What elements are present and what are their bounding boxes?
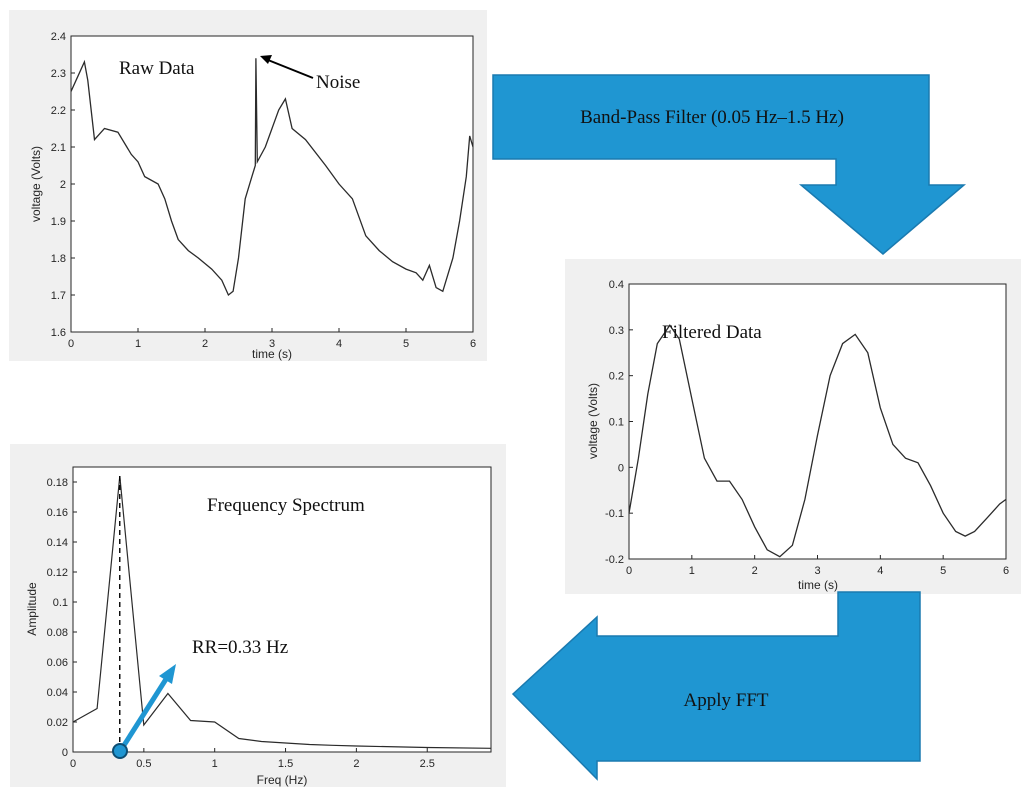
spectrum-xtick-label: 1.5 bbox=[278, 758, 293, 770]
raw-ytick-label: 1.7 bbox=[51, 290, 66, 302]
raw-xtick-label: 0 bbox=[68, 338, 74, 350]
bandpass-arrow bbox=[492, 74, 967, 255]
raw-xtick-label: 1 bbox=[135, 338, 141, 350]
filtered-ytick-label: 0.2 bbox=[609, 371, 624, 383]
filtered-data-panel: 0 1 2 3 4 5 6 -0.2 -0.1 0 0.1 0.2 0.3 0.4 Filtered Da… bbox=[565, 259, 1021, 594]
raw-data-series bbox=[70, 58, 474, 297]
noise-arrow-line bbox=[267, 59, 314, 79]
filtered-ytick-label: -0.2 bbox=[605, 554, 624, 566]
spectrum-ytick-label: 0.14 bbox=[47, 537, 68, 549]
spectrum-plot-area bbox=[72, 466, 492, 753]
fft-arrow bbox=[511, 591, 921, 781]
rr-arrow-line bbox=[118, 674, 171, 752]
raw-ytick-label: 1.9 bbox=[51, 216, 66, 228]
filtered-data-series bbox=[628, 324, 1007, 558]
bandpass-label: Band-Pass Filter (0.05 Hz–1.5 Hz) bbox=[580, 107, 844, 128]
filtered-xtick-label: 0 bbox=[626, 565, 632, 577]
raw-xtick-label: 5 bbox=[403, 338, 409, 350]
rr-peak-marker bbox=[112, 743, 128, 759]
raw-xtick-label: 6 bbox=[470, 338, 476, 350]
spectrum-xtick-label: 1 bbox=[212, 758, 218, 770]
filtered-xtick-label: 4 bbox=[877, 565, 883, 577]
spectrum-xlabel: Freq (Hz) bbox=[257, 773, 308, 787]
spectrum-xtick-label: 2.5 bbox=[420, 758, 435, 770]
spectrum-panel: 0 0.5 1 1.5 2 2.5 0 0.02 0.04 0.06 0.08 0.1 0.12 0.14… bbox=[10, 444, 506, 787]
raw-ylabel: voltage (Volts) bbox=[29, 146, 43, 222]
spectrum-ytick-label: 0.12 bbox=[47, 567, 68, 579]
filtered-data-chart: 0 1 2 3 4 5 6 -0.2 -0.1 0 0.1 0.2 0.3 0.4 Filtered Da… bbox=[586, 279, 1009, 592]
rr-arrow-head bbox=[159, 664, 176, 684]
filtered-xtick-label: 3 bbox=[814, 565, 820, 577]
filtered-ytick-label: -0.1 bbox=[605, 508, 624, 520]
raw-data-panel: 0 1 2 3 4 5 6 1.6 1.7 1.8 1.9 2 2.1 2.2 2.3 2.4 Raw Dat… bbox=[9, 10, 487, 361]
spectrum-ytick-label: 0.06 bbox=[47, 657, 68, 669]
filtered-xlabel: time (s) bbox=[798, 578, 838, 592]
spectrum-series bbox=[72, 475, 492, 749]
noise-arrow-head bbox=[260, 55, 272, 64]
filtered-ytick-label: 0.4 bbox=[609, 279, 624, 291]
raw-xtick-label: 2 bbox=[202, 338, 208, 350]
filtered-ylabel: voltage (Volts) bbox=[586, 383, 600, 459]
raw-ytick-label: 2.4 bbox=[51, 31, 66, 43]
noise-label: Noise bbox=[316, 72, 360, 93]
spectrum-ytick-label: 0.16 bbox=[47, 507, 68, 519]
raw-ytick-label: 2.1 bbox=[51, 142, 66, 154]
filtered-ytick-label: 0.1 bbox=[609, 417, 624, 429]
raw-data-title: Raw Data bbox=[119, 58, 195, 79]
spectrum-xtick-label: 0.5 bbox=[136, 758, 151, 770]
spectrum-ylabel: Amplitude bbox=[25, 582, 39, 636]
fft-label: Apply FFT bbox=[684, 690, 769, 711]
raw-ytick-label: 2 bbox=[60, 179, 66, 191]
filtered-xtick-label: 6 bbox=[1003, 565, 1009, 577]
raw-xlabel: time (s) bbox=[252, 347, 292, 361]
filtered-xtick-label: 5 bbox=[940, 565, 946, 577]
raw-xtick-label: 4 bbox=[336, 338, 342, 350]
spectrum-ytick-label: 0.08 bbox=[47, 627, 68, 639]
rr-label: RR=0.33 Hz bbox=[192, 637, 288, 658]
spectrum-ytick-label: 0.1 bbox=[53, 597, 68, 609]
raw-plot-area bbox=[70, 35, 474, 333]
spectrum-title: Frequency Spectrum bbox=[207, 495, 365, 516]
raw-ytick-label: 2.3 bbox=[51, 68, 66, 80]
raw-data-chart: 0 1 2 3 4 5 6 1.6 1.7 1.8 1.9 2 2.1 2.2 2.3 2.4 Raw Dat… bbox=[29, 31, 476, 361]
filtered-data-title: Filtered Data bbox=[662, 322, 762, 343]
spectrum-ytick-label: 0 bbox=[62, 747, 68, 759]
raw-ytick-label: 1.8 bbox=[51, 253, 66, 265]
filtered-ytick-label: 0 bbox=[618, 462, 624, 474]
spectrum-chart: 0 0.5 1 1.5 2 2.5 0 0.02 0.04 0.06 0.08 0.1 0.12 0.14… bbox=[25, 466, 492, 787]
spectrum-ytick-label: 0.18 bbox=[47, 477, 68, 489]
spectrum-ytick-label: 0.02 bbox=[47, 717, 68, 729]
raw-ytick-label: 2.2 bbox=[51, 105, 66, 117]
raw-ytick-label: 1.6 bbox=[51, 327, 66, 339]
spectrum-xtick-label: 0 bbox=[70, 758, 76, 770]
filtered-ytick-label: 0.3 bbox=[609, 325, 624, 337]
spectrum-xtick-label: 2 bbox=[353, 758, 359, 770]
raw-xtick-label: 3 bbox=[269, 338, 275, 350]
spectrum-ytick-label: 0.04 bbox=[47, 687, 68, 699]
filtered-xtick-label: 2 bbox=[752, 565, 758, 577]
filtered-xtick-label: 1 bbox=[689, 565, 695, 577]
